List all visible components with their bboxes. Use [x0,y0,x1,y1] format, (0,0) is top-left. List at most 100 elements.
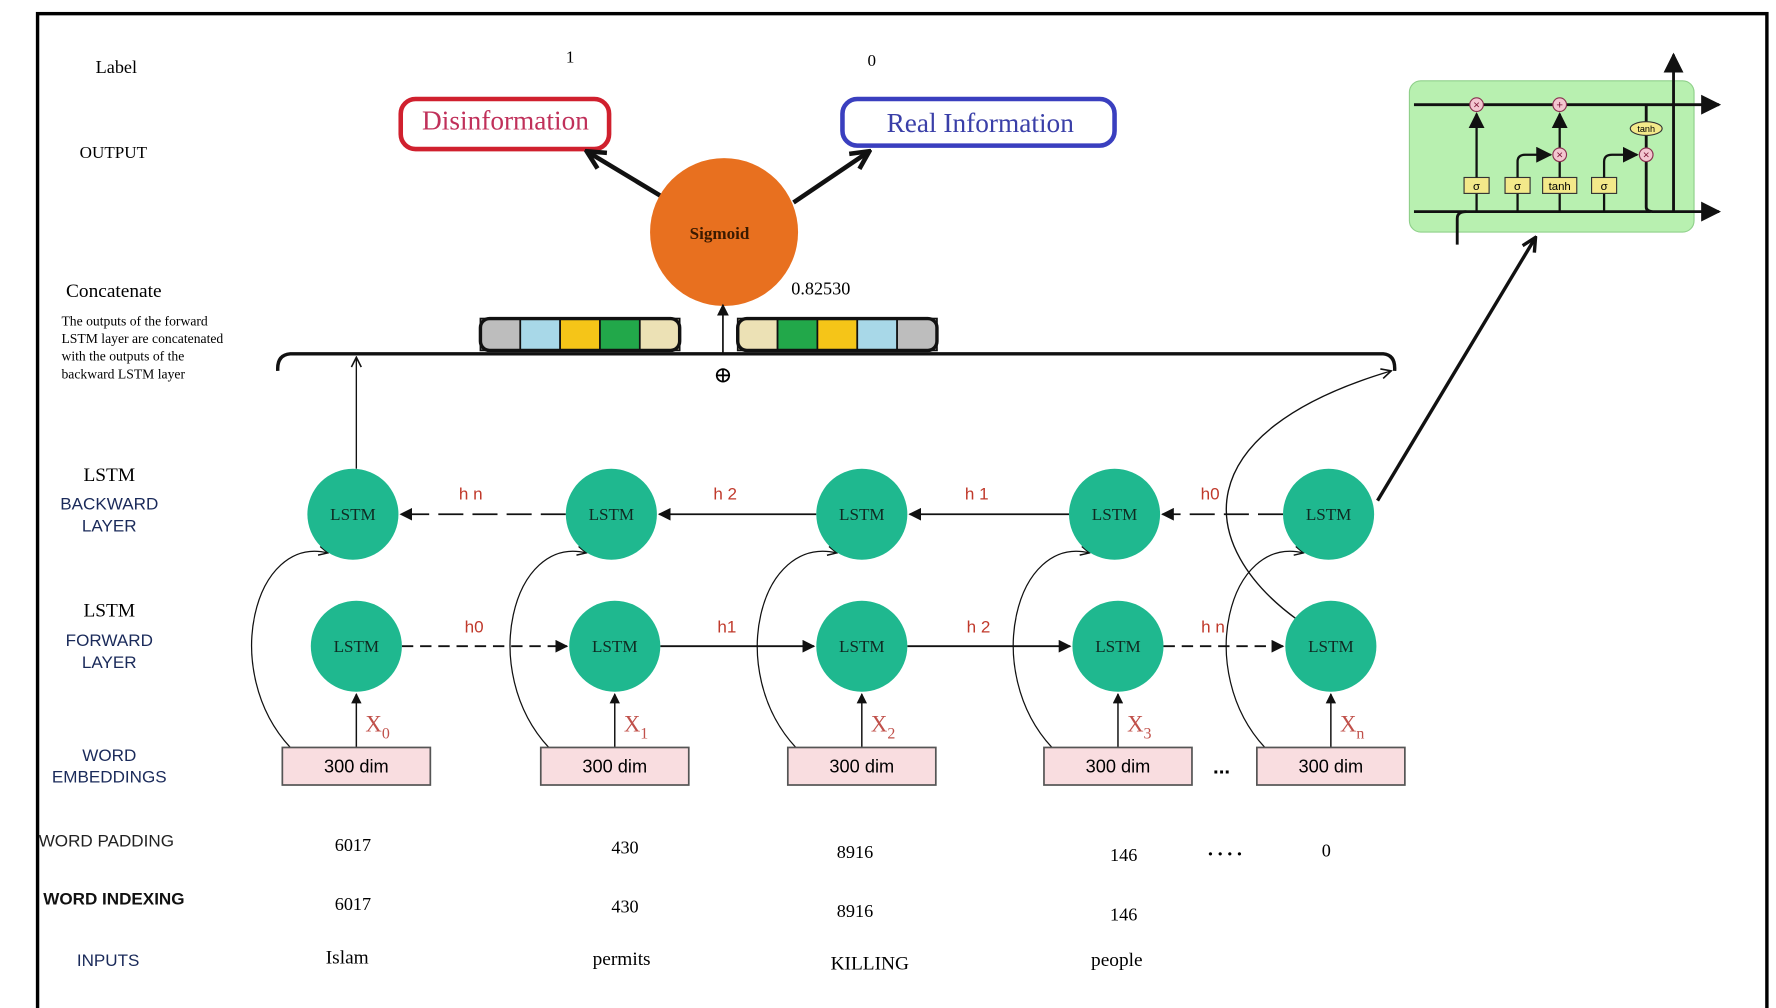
disinformation-box [398,96,612,152]
padding-label: WORD PADDING [39,831,174,850]
real-information-box [840,96,1117,148]
vector-cell [736,317,779,352]
input-word: Islam [326,948,369,969]
output-row-label: OUTPUT [80,143,148,162]
arrow-to-real-information [792,152,868,205]
forward-hidden-label: h n [1201,618,1225,637]
padding-value: 8916 [837,842,873,862]
vector-outline [478,316,682,353]
embedding-to-backward-arrow [1225,551,1303,748]
input-path [1455,210,1467,245]
embeddings-label-2: EMBEDDINGS [52,768,167,787]
gate-label: σ [1601,181,1608,193]
backward-lstm-node [307,468,399,560]
concat-note-line: with the outputs of the [61,349,184,364]
padding-value: 0 [1322,841,1331,861]
embedding-to-backward-arrow [756,551,836,748]
padding-value: 430 [611,837,638,857]
embedding-to-backward-arrow [1012,551,1089,748]
embedding-to-backward-arrow [509,551,586,748]
indexing-label: WORD INDEXING [43,889,184,908]
backward-hidden-label: h 1 [965,484,989,503]
backward-hidden-label: h 2 [713,484,737,503]
forward-lstm-node [310,600,402,692]
vector-cell [638,317,681,352]
output-gate-wire [1602,146,1639,178]
forward-output-vector [736,316,939,353]
vector-cell [776,317,819,352]
forward-lstm-label: LSTM [334,637,380,656]
vector-cell [479,317,522,352]
backward-label-2: BACKWARD [60,495,158,514]
indexing-value: 8916 [837,901,873,921]
backward-hidden-label: h0 [1201,484,1220,503]
input-vector-subscript: 1 [640,725,648,742]
forward-lstm-node [816,600,908,692]
backward-hidden-label: h n [459,484,483,503]
arrow-to-disinformation [589,152,668,202]
input-vector-subscript: 2 [887,725,895,742]
concat-note-line: LSTM layer are concatenated [61,331,223,346]
input-vector-subscript: 3 [1144,725,1152,742]
backward-lstm-label: LSTM [1092,505,1138,524]
input-gate-wire [1516,146,1553,178]
output-tanh-text: tanh [1637,124,1655,134]
backward-lstm-node [816,468,908,560]
vector-cell [896,317,938,352]
indexing-value: 430 [611,896,638,916]
real-information-text: Real Information [887,108,1075,138]
vector-cell [856,317,898,352]
indexing-value: 6017 [335,894,371,914]
row-labels: Label OUTPUT Concatenate The outputs of … [39,57,224,970]
forward-lstm-label: LSTM [839,637,885,656]
backward-lstm-label: LSTM [839,505,885,524]
embedding-box [1256,746,1406,786]
gate-label: σ [1514,181,1521,193]
forward-label-3: LAYER [82,653,137,672]
forward-lstm-label: LSTM [1095,637,1141,656]
forward-lstm-label: LSTM [1308,637,1354,656]
concatenate-brace [276,352,1397,372]
input-vector-subscript: n [1356,725,1364,742]
padding-value: 146 [1110,845,1137,865]
pointwise-op-symbol: × [1643,150,1650,162]
concatenate-label: Concatenate [66,281,162,302]
forward-label-1: LSTM [84,601,136,622]
backward-label-3: LAYER [82,516,137,535]
lstm-cell-detail: σ σ tanh σ × + × × tanh [1408,52,1722,245]
pointwise-op-symbol: + [1556,100,1563,112]
vector-outline [736,316,939,353]
pointwise-op [1552,97,1568,113]
forward-lstm-node [1072,600,1164,692]
arrow-to-cell-detail [1376,239,1535,502]
input-vector-subscript: 0 [382,725,390,742]
label-row-label: Label [96,57,137,77]
padding-value: 6017 [335,835,371,855]
pointwise-op [1469,97,1484,113]
arrow-forward-to-concat [1225,371,1391,621]
embedding-ellipsis: ... [1213,756,1230,779]
sigmoid-score: 0.82530 [791,279,850,299]
forward-lstm-node [569,600,661,692]
output-path [1644,104,1722,222]
concat-note-line: backward LSTM layer [61,366,185,381]
pointwise-op-symbol: × [1556,150,1563,162]
pointwise-op-symbol: × [1473,100,1480,112]
backward-lstm-label: LSTM [589,505,635,524]
gate-label: tanh [1549,181,1571,193]
embeddings-label-1: WORD [82,746,136,765]
output-tanh [1629,121,1663,136]
backward-lstm-node [1069,468,1161,560]
backward-lstm-node [1283,468,1375,560]
label-value-disinformation: 1 [566,48,575,67]
forward-hidden-label: h 2 [967,618,991,637]
forward-lstm-label: LSTM [592,637,638,656]
embedding-box-label: 300 dim [829,757,894,777]
vector-cell [519,317,561,352]
vector-cell [599,317,641,352]
vector-cell [816,317,859,352]
pointwise-op [1552,147,1568,163]
input-word: KILLING [831,953,909,974]
label-value-real: 0 [868,51,877,70]
inputs-label: INPUTS [77,951,140,970]
